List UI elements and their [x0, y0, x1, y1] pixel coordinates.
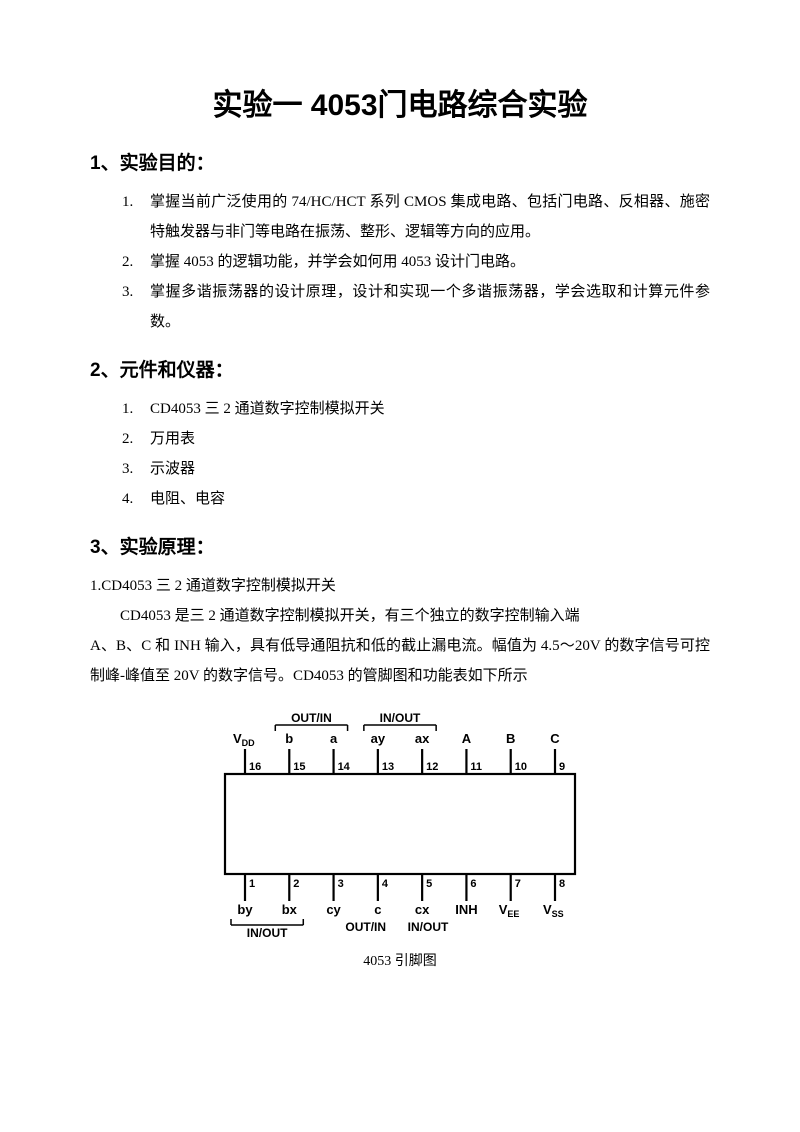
svg-text:c: c	[374, 902, 381, 917]
svg-text:VDD: VDD	[233, 731, 255, 748]
svg-text:a: a	[330, 731, 338, 746]
list-text: 万用表	[150, 431, 195, 447]
list-item: 3.示波器	[150, 454, 710, 484]
list-item: 2.万用表	[150, 424, 710, 454]
svg-text:3: 3	[338, 878, 344, 890]
list-text: 掌握当前广泛使用的 74/HC/HCT 系列 CMOS 集成电路、包括门电路、反…	[150, 194, 710, 240]
list-text: 掌握多谐振荡器的设计原理，设计和实现一个多谐振荡器，学会选取和计算元件参数。	[150, 284, 710, 330]
svg-text:12: 12	[426, 761, 438, 773]
svg-text:5: 5	[426, 878, 432, 890]
svg-text:4: 4	[382, 878, 389, 890]
principle-sub: 1.CD4053 三 2 通道数字控制模拟开关	[90, 571, 710, 601]
purpose-list: 1.掌握当前广泛使用的 74/HC/HCT 系列 CMOS 集成电路、包括门电路…	[90, 187, 710, 337]
svg-text:VSS: VSS	[543, 902, 564, 919]
svg-text:IN/OUT: IN/OUT	[247, 926, 288, 939]
list-item: 1.CD4053 三 2 通道数字控制模拟开关	[150, 394, 710, 424]
svg-text:8: 8	[559, 878, 565, 890]
svg-text:VEE: VEE	[499, 902, 520, 919]
principle-body1: CD4053 是三 2 通道数字控制模拟开关，有三个独立的数字控制输入端	[90, 601, 710, 631]
section-instruments-heading: 2、元件和仪器：	[90, 355, 710, 382]
svg-text:INH: INH	[455, 902, 477, 917]
svg-text:bx: bx	[282, 902, 298, 917]
svg-text:16: 16	[249, 761, 261, 773]
list-text: 电阻、电容	[150, 491, 225, 507]
diagram-caption: 4053 引脚图	[90, 950, 710, 970]
svg-text:IN/OUT: IN/OUT	[408, 920, 449, 934]
svg-text:IN/OUT: IN/OUT	[380, 711, 421, 725]
list-text: 示波器	[150, 461, 195, 477]
svg-text:6: 6	[470, 878, 476, 890]
svg-text:2: 2	[293, 878, 299, 890]
svg-text:OUT/IN: OUT/IN	[291, 711, 332, 725]
svg-text:15: 15	[293, 761, 305, 773]
principle-body2: A、B、C 和 INH 输入，具有低导通阻抗和低的截止漏电流。幅值为 4.5～2…	[90, 631, 710, 691]
svg-text:ay: ay	[371, 731, 386, 746]
svg-text:10: 10	[515, 761, 527, 773]
list-text: 掌握 4053 的逻辑功能，并学会如何用 4053 设计门电路。	[150, 254, 525, 270]
section-purpose-heading: 1、实验目的：	[90, 148, 710, 175]
svg-text:7: 7	[515, 878, 521, 890]
svg-text:11: 11	[470, 761, 482, 773]
svg-text:cx: cx	[415, 902, 430, 917]
svg-text:1: 1	[249, 878, 255, 890]
page-title: 实验一 4053门电路综合实验	[90, 80, 710, 124]
list-item: 1.掌握当前广泛使用的 74/HC/HCT 系列 CMOS 集成电路、包括门电路…	[150, 187, 710, 247]
svg-text:b: b	[285, 731, 293, 746]
svg-text:9: 9	[559, 761, 565, 773]
list-item: 3.掌握多谐振荡器的设计原理，设计和实现一个多谐振荡器，学会选取和计算元件参数。	[150, 277, 710, 337]
instruments-list: 1.CD4053 三 2 通道数字控制模拟开关 2.万用表 3.示波器 4.电阻…	[90, 394, 710, 514]
svg-text:B: B	[506, 731, 515, 746]
svg-text:A: A	[462, 731, 472, 746]
list-item: 4.电阻、电容	[150, 484, 710, 514]
list-text: CD4053 三 2 通道数字控制模拟开关	[150, 401, 385, 417]
svg-text:13: 13	[382, 761, 394, 773]
svg-text:C: C	[550, 731, 560, 746]
svg-text:ax: ax	[415, 731, 430, 746]
svg-text:14: 14	[338, 761, 351, 773]
svg-text:by: by	[237, 902, 253, 917]
svg-text:OUT/IN: OUT/IN	[345, 920, 386, 934]
section-principle-heading: 3、实验原理：	[90, 532, 710, 559]
list-item: 2.掌握 4053 的逻辑功能，并学会如何用 4053 设计门电路。	[150, 247, 710, 277]
svg-text:cy: cy	[326, 902, 341, 917]
pinout-diagram: 16 VDD 15 b 14 a 13 ay 12 ax 11 A 10 B 9 C 1 by 2 bx 3 cy 4c 5 c…	[90, 709, 710, 970]
